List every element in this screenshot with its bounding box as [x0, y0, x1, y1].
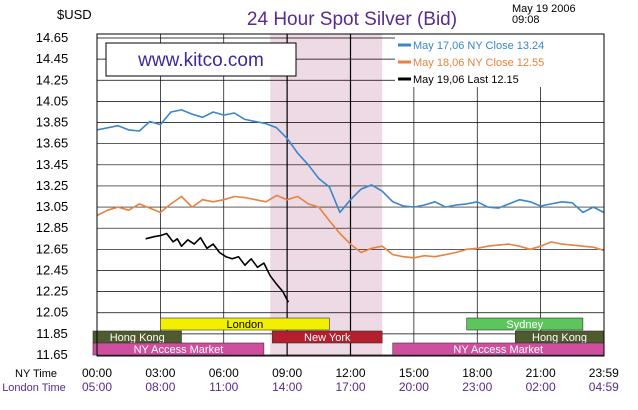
y-tick-label: 12.45	[36, 262, 69, 277]
legend-entry: May 19,06 Last 12.15	[413, 74, 519, 86]
y-tick-label: 13.45	[36, 157, 69, 172]
london-time-tick: 20:00	[399, 380, 429, 394]
header-time: 09:08	[512, 14, 540, 26]
session-label: London	[227, 319, 264, 331]
ny-time-tick: 00:00	[82, 366, 112, 380]
legend-swatch	[398, 43, 411, 47]
london-time-tick: 23:00	[462, 380, 492, 394]
legend-entry: May 18,06 NY Close 12.55	[413, 57, 544, 69]
y-tick-label: 13.65	[36, 136, 69, 151]
y-tick-label: 14.45	[36, 51, 69, 66]
session-label: NY Access Market	[453, 344, 543, 356]
ny-time-tick: 21:00	[526, 366, 556, 380]
y-tick-label: 13.85	[36, 115, 69, 130]
london-time-label: London Time	[2, 382, 66, 394]
currency-label: $USD	[57, 7, 92, 22]
ny-time-tick: 09:00	[272, 366, 302, 380]
y-tick-label: 12.25	[36, 284, 69, 299]
y-tick-label: 12.65	[36, 241, 69, 256]
series-lines	[96, 109, 605, 303]
session-label: New York	[304, 332, 351, 344]
session-label: NY Access Market	[134, 344, 224, 356]
session-bar	[466, 317, 584, 331]
header-date: May 19 2006	[512, 3, 576, 15]
series-line-may-17-06	[96, 109, 605, 214]
london-time-tick: 02:00	[526, 380, 556, 394]
highlight-band-rect	[270, 34, 383, 356]
y-tick-label: 11.85	[36, 326, 68, 341]
ny-time-tick: 18:00	[462, 366, 492, 380]
london-time-tick: 05:00	[82, 380, 112, 394]
x-axis-ticks: NY Time London Time 00:00 03:00 06:00 09:00 12…	[2, 366, 619, 394]
legend: May 17,06 NY Close 13.24 May 18,06 NY Clo…	[398, 40, 544, 86]
ny-time-tick: 12:00	[335, 366, 365, 380]
ny-time-tick: 03:00	[145, 366, 175, 380]
watermark-text: www.kitco.com	[137, 50, 264, 71]
series-line-may-19-06	[145, 232, 290, 303]
session-bar	[272, 330, 383, 344]
y-tick-label: 12.85	[36, 220, 69, 235]
ny-time-tick: 06:00	[209, 366, 239, 380]
y-tick-label: 14.05	[36, 93, 69, 108]
y-tick-label: 12.05	[36, 305, 69, 320]
london-time-tick: 14:00	[272, 380, 302, 394]
ny-time-tick: 15:00	[399, 366, 429, 380]
session-label: Hong Kong	[532, 332, 587, 344]
y-axis-ticks: 14.65 14.45 14.25 14.05 13.85 13.65 13.45 13.25…	[36, 30, 69, 362]
session-bar	[160, 317, 330, 331]
y-tick-label: 13.25	[36, 178, 69, 193]
ny-time-label: NY Time	[15, 368, 57, 380]
chart-title: 24 Hour Spot Silver (Bid)	[247, 9, 457, 30]
y-tick-label: 11.65	[36, 347, 68, 362]
legend-swatch	[398, 60, 411, 64]
ny-time-tick: 23:59	[589, 366, 619, 380]
london-time-tick: 11:00	[209, 380, 238, 394]
y-tick-label: 14.65	[36, 30, 69, 45]
london-time-tick: 08:00	[145, 380, 175, 394]
session-label: Sydney	[506, 319, 543, 331]
y-tick-label: 13.05	[36, 199, 69, 214]
legend-swatch	[398, 77, 411, 81]
ny-highlight-band	[270, 34, 383, 356]
series-line-may-18-06	[96, 194, 605, 259]
session-label: Hong Kong	[110, 332, 165, 344]
london-time-tick: 04:59	[589, 380, 619, 394]
session-bar	[92, 342, 265, 356]
y-tick-label: 14.25	[36, 72, 69, 87]
legend-entry: May 17,06 NY Close 13.24	[413, 40, 544, 52]
london-time-tick: 17:00	[335, 380, 365, 394]
